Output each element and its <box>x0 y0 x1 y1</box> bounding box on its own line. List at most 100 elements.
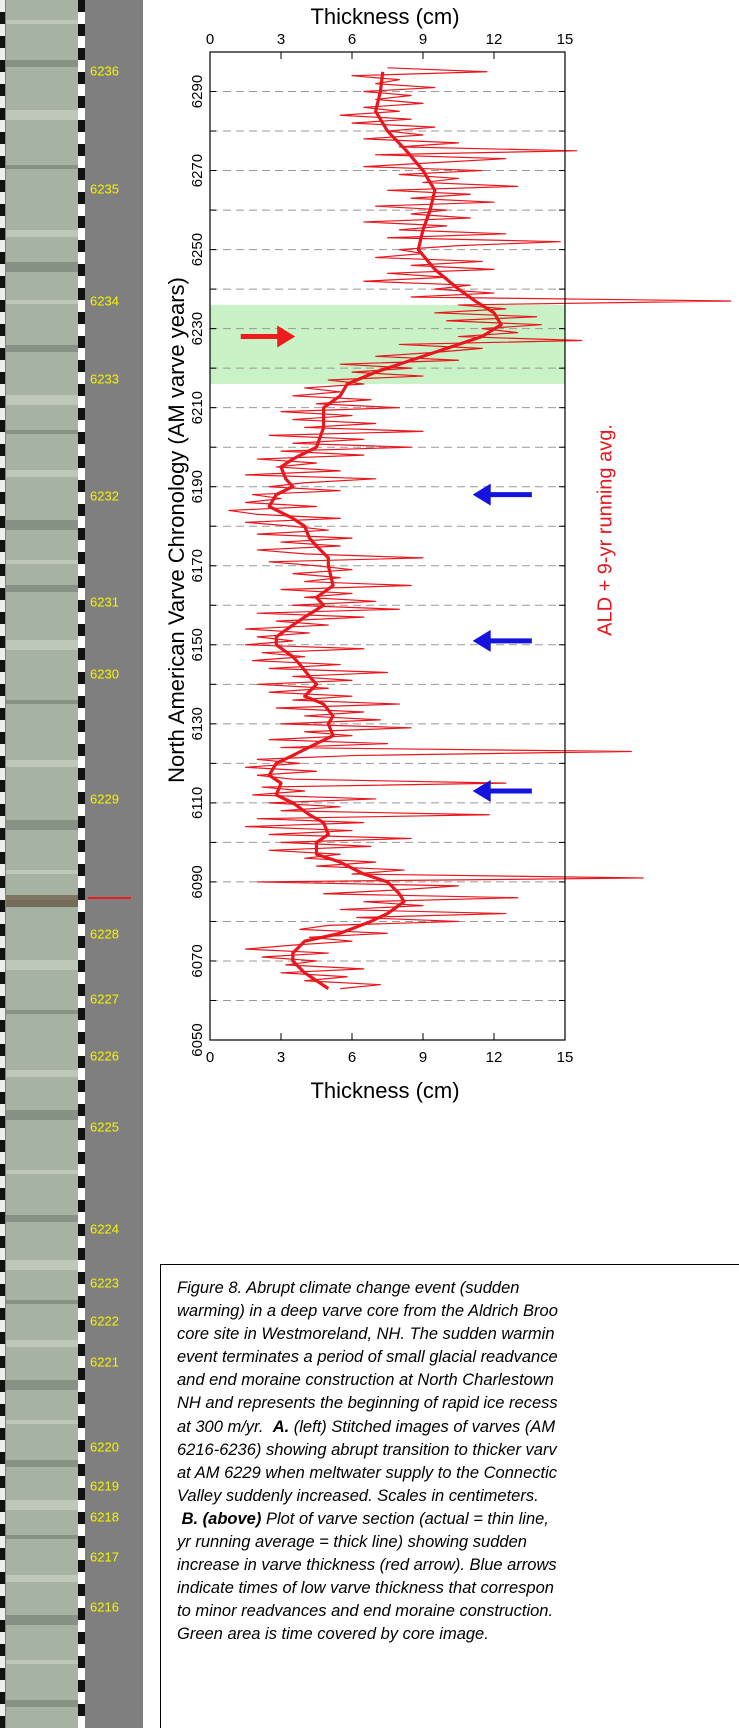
caption-text: at 300 m/yr. <box>177 1417 273 1436</box>
y-tick-label: 6050 <box>189 1023 206 1056</box>
scale-bar <box>0 1404 5 1416</box>
scale-bar <box>0 816 5 828</box>
scale-bar <box>0 300 5 312</box>
scale-bar <box>0 1308 5 1320</box>
scale-bar <box>0 1080 5 1092</box>
core-varve <box>6 110 78 120</box>
scale-bar <box>78 72 85 84</box>
scale-bar <box>0 660 5 672</box>
arrow <box>472 629 532 652</box>
scale-bar <box>0 636 5 648</box>
scale-bar <box>0 996 5 1008</box>
core-varve <box>6 1420 78 1424</box>
caption-text: indicate times of low varve thickness th… <box>177 1579 554 1598</box>
scale-bar <box>78 1284 85 1296</box>
caption-line: Green area is time covered by core image… <box>177 1623 739 1646</box>
scale-bar <box>78 948 85 960</box>
scale-bar <box>0 1392 5 1404</box>
scale-bar <box>78 468 85 480</box>
shaded-range <box>210 304 565 384</box>
scale-bar <box>78 24 85 36</box>
caption-text: to minor readvances and end moraine cons… <box>177 1602 554 1621</box>
scale-bar <box>78 480 85 492</box>
core-varve <box>6 430 78 434</box>
scale-bar <box>78 564 85 576</box>
core-varve <box>6 1170 78 1174</box>
scale-bar <box>0 396 5 408</box>
scale-bar <box>0 1620 5 1632</box>
scale-bar <box>0 840 5 852</box>
core-varve <box>6 60 78 67</box>
scale-bar <box>78 1404 85 1416</box>
y-tick-label: 6130 <box>189 707 206 740</box>
scale-bar <box>78 0 85 12</box>
caption-text: (left) Stitched images of varves (AM <box>289 1417 556 1436</box>
scale-bar <box>0 168 5 180</box>
scale-bar <box>78 1416 85 1428</box>
scale-bar <box>0 960 5 972</box>
core-varve <box>6 300 78 304</box>
scale-bar <box>0 936 5 948</box>
scale-bar <box>0 84 5 96</box>
scale-bar <box>78 900 85 912</box>
scale-bar <box>0 1092 5 1104</box>
core-varve <box>6 1380 78 1390</box>
scale-bar <box>78 1560 85 1572</box>
scale-bar <box>78 444 85 456</box>
caption-text: warming) in a deep varve core from the A… <box>177 1302 558 1321</box>
scale-bar <box>78 864 85 876</box>
scale-bar <box>0 480 5 492</box>
scale-bar <box>78 1488 85 1500</box>
x-tick-label: 6 <box>348 1049 356 1066</box>
scale-bar <box>0 732 5 744</box>
scale-bar <box>0 192 5 204</box>
scale-bar <box>78 840 85 852</box>
scale-bar <box>0 384 5 396</box>
scale-bar <box>0 684 5 696</box>
scale-bar <box>0 1212 5 1224</box>
core-label: 6226 <box>90 1048 119 1063</box>
top-axis-title: Thickness (cm) <box>310 4 459 29</box>
scale-bar <box>0 1560 5 1572</box>
x-tick-label: 0 <box>206 1049 214 1066</box>
scale-bar <box>78 516 85 528</box>
scale-bar <box>78 1716 85 1728</box>
scale-bar <box>78 996 85 1008</box>
core-varve <box>6 1575 78 1582</box>
scale-bar <box>78 312 85 324</box>
scale-bar <box>0 1164 5 1176</box>
caption-line: Valley suddenly increased. Scales in cen… <box>177 1485 739 1508</box>
scale-bar <box>78 1392 85 1404</box>
scale-bar <box>78 1452 85 1464</box>
core-label: 6227 <box>90 991 119 1006</box>
scale-bar <box>78 504 85 516</box>
scale-bar <box>0 552 5 564</box>
caption-line: event terminates a period of small glaci… <box>177 1346 739 1369</box>
core-label: 6231 <box>90 594 119 609</box>
core-varve <box>6 1615 78 1625</box>
core-varve <box>6 520 78 530</box>
scale-bar <box>78 108 85 120</box>
scale-bar <box>0 1032 5 1044</box>
x-axis-title: Thickness (cm) <box>310 1078 459 1103</box>
scale-bar <box>78 768 85 780</box>
caption: Figure 8. Abrupt climate change event (s… <box>160 1264 739 1728</box>
scale-bar <box>0 528 5 540</box>
core-varve <box>6 1215 78 1222</box>
scale-bar <box>0 600 5 612</box>
scale-bar <box>78 192 85 204</box>
scale-bar <box>78 456 85 468</box>
scale-bar <box>78 228 85 240</box>
x-tick-label-top: 0 <box>206 31 214 48</box>
scale-bar <box>78 1464 85 1476</box>
scale-bar <box>78 1476 85 1488</box>
scale-bar <box>78 48 85 60</box>
scale-bar <box>78 204 85 216</box>
scale-bar <box>0 264 5 276</box>
core-label: 6217 <box>90 1549 119 1564</box>
core-dark-band <box>6 895 78 907</box>
scale-bar <box>78 372 85 384</box>
scale-bar <box>78 960 85 972</box>
scale-bar <box>0 228 5 240</box>
